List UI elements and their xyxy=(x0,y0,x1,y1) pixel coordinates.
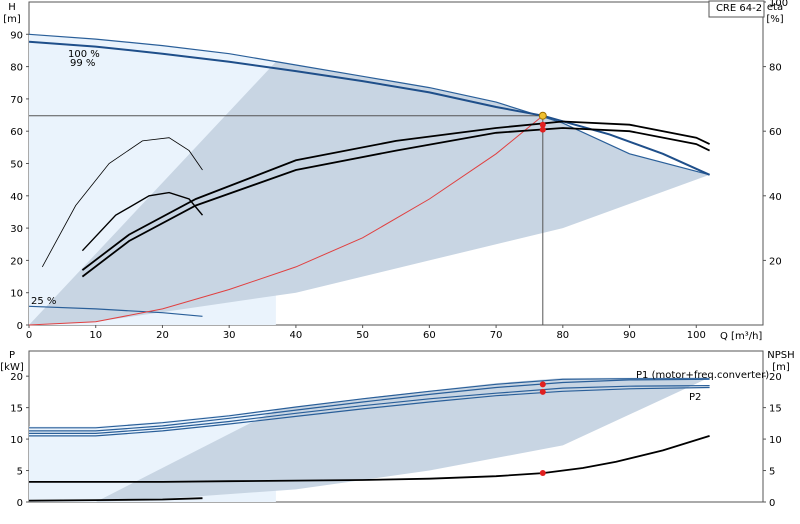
power-operating-band xyxy=(95,377,710,502)
series-line-3 xyxy=(28,305,203,317)
y-right-axis-label: eta xyxy=(767,2,783,13)
y-right-tick-label: 80 xyxy=(769,63,782,74)
x-tick-label: 100 xyxy=(687,330,706,341)
x-tick-label: 70 xyxy=(490,330,503,341)
power-series-line-5 xyxy=(29,435,710,483)
power-npsh-panel: 0 5 10 15 20 0 5 10 15 20 P[kW] NPSH[m]P1 (motor+fr… xyxy=(0,350,794,509)
curve-label-99: 99 % xyxy=(70,58,95,69)
y-tick-label: 20 xyxy=(10,256,23,267)
curve-label-25: 25 % xyxy=(31,296,56,307)
x-tick-label: 80 xyxy=(556,330,569,341)
p-tick-label: 5 xyxy=(17,467,23,478)
curve-label-100: 100 % xyxy=(68,49,100,60)
p2-series-label: P2 xyxy=(689,392,701,403)
npsh-tick-label: 20 xyxy=(769,372,782,383)
y-right-tick-label: 40 xyxy=(769,192,782,203)
npsh-axis-label: NPSH xyxy=(767,350,794,361)
y-tick-label: 10 xyxy=(10,289,23,300)
eta-duty-marker xyxy=(539,121,546,128)
series-line-1 xyxy=(28,33,710,176)
head-efficiency-panel: 0 10 20 30 40 50 60 70 80 90 100 0 10 20 30 40 50 60 70 80 9… xyxy=(3,0,788,342)
series-line-6 xyxy=(81,127,710,278)
x-tick-label: 10 xyxy=(89,330,102,341)
y-tick-label: 80 xyxy=(10,63,23,74)
power-series-line-3 xyxy=(29,385,710,434)
x-tick-label: 60 xyxy=(423,330,436,341)
npsh-tick-label: 5 xyxy=(769,467,775,478)
y-tick-label: 40 xyxy=(10,192,23,203)
y-tick-label: 50 xyxy=(10,160,23,171)
power-series-line-1 xyxy=(29,378,710,429)
operating-range-band xyxy=(29,61,710,325)
npsh-tick-label: 10 xyxy=(769,435,782,446)
series-line-4 xyxy=(28,115,544,326)
p1-series-label: P1 (motor+freq.converter) xyxy=(636,370,769,381)
duty-point-marker xyxy=(538,111,547,120)
series-line-7 xyxy=(41,137,203,268)
y-tick-label: 60 xyxy=(10,127,23,138)
x-tick-label: 30 xyxy=(223,330,236,341)
p-tick-label: 10 xyxy=(10,435,23,446)
y-tick-label: 70 xyxy=(10,95,23,106)
npsh-tick-label: 15 xyxy=(769,404,782,415)
power-series-line-6 xyxy=(28,497,203,502)
power-duty-marker xyxy=(539,381,546,388)
power-duty-marker xyxy=(539,388,546,395)
series-line-2 xyxy=(28,40,711,176)
p-tick-label: 15 xyxy=(10,404,23,415)
y-tick-label: 0 xyxy=(17,321,23,332)
y-right-tick-label: 60 xyxy=(769,127,782,138)
title-box xyxy=(708,0,765,18)
npsh-axis-unit: [m] xyxy=(772,362,790,373)
p-axis-label: P xyxy=(9,350,15,361)
npsh-tick-label: 0 xyxy=(769,498,775,509)
p-tick-label: 20 xyxy=(10,372,23,383)
y-right-axis-unit: [%] xyxy=(766,14,783,25)
series-line-5 xyxy=(81,120,710,271)
x-tick-label: 90 xyxy=(623,330,636,341)
y-tick-label: 30 xyxy=(10,224,23,235)
y-tick-label: 90 xyxy=(10,30,23,41)
x-tick-label: 40 xyxy=(290,330,303,341)
y-right-tick-label: 20 xyxy=(769,256,782,267)
power-series-line-2 xyxy=(29,378,710,432)
npsh-duty-marker xyxy=(539,470,546,477)
p-tick-label: 0 xyxy=(17,498,23,509)
eta-duty-marker xyxy=(539,126,546,133)
x-tick-label: 0 xyxy=(26,330,32,341)
y-axis-label: H xyxy=(8,2,16,13)
power-series-line-4 xyxy=(29,386,710,437)
x-tick-label: 50 xyxy=(356,330,369,341)
x-tick-label: 20 xyxy=(156,330,169,341)
series-line-8 xyxy=(81,191,204,252)
p-axis-unit: [kW] xyxy=(0,362,24,373)
y-axis-unit: [m] xyxy=(3,14,21,25)
chart-title: CRE 64-2 xyxy=(716,3,762,14)
y-right-tick-label: 100 xyxy=(769,0,788,9)
x-axis-label: Q [m³/h] xyxy=(720,331,762,342)
